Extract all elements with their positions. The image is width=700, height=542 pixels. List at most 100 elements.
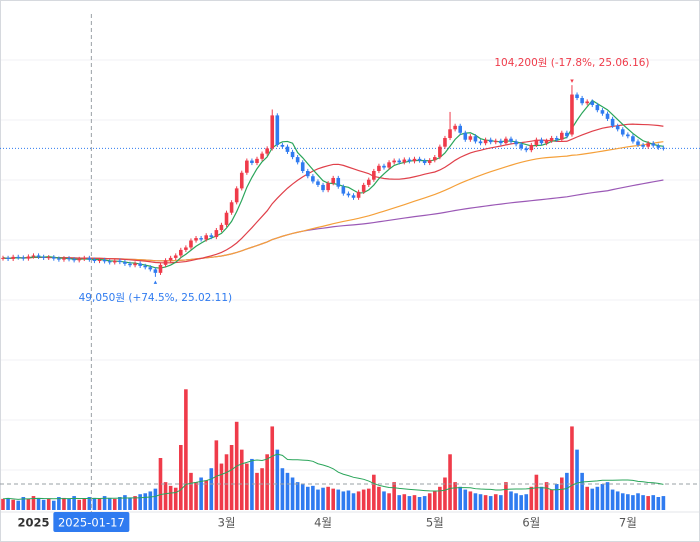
candle-body	[290, 151, 295, 158]
volume-bar	[214, 440, 219, 510]
candle-body	[321, 184, 325, 191]
volume-bar	[265, 454, 269, 510]
candle-body	[82, 257, 87, 259]
candle-body	[224, 212, 229, 225]
volume-bar	[336, 489, 341, 510]
volume-bar	[168, 485, 173, 510]
volume-bar	[575, 449, 579, 510]
candle-body	[448, 129, 452, 138]
candle-body	[102, 259, 107, 262]
volume-bar	[504, 482, 508, 510]
volume-bar	[585, 486, 589, 510]
volume-bar	[514, 493, 518, 510]
candle-body	[483, 139, 488, 144]
volume-bar	[52, 500, 56, 510]
volume-bar	[239, 449, 244, 510]
candle-body	[219, 224, 224, 231]
volume-bar	[565, 472, 569, 510]
candle-body	[52, 257, 56, 259]
candle-body	[16, 256, 21, 258]
volume-bar	[245, 463, 249, 510]
volume-bar	[580, 472, 584, 510]
volume-bar	[148, 491, 153, 510]
candle-body	[605, 113, 610, 119]
volume-bar	[270, 426, 275, 510]
crosshair-label-bg	[53, 512, 130, 532]
candle-body	[67, 258, 71, 260]
volume-bar	[433, 491, 437, 510]
volume-bar	[483, 495, 488, 510]
candle-body	[214, 230, 219, 238]
candle-body	[438, 146, 442, 158]
high-marker: ▾	[570, 77, 574, 85]
volume-bar	[590, 488, 595, 510]
candle-body	[377, 165, 381, 172]
volume-bar	[194, 482, 198, 510]
candle-body	[112, 260, 117, 263]
candle-body	[366, 179, 371, 185]
volume-bar	[438, 486, 442, 510]
high-annotation: 104,200원 (-17.8%, 25.06.16)	[494, 57, 649, 69]
volume-bar	[448, 454, 452, 510]
candle-body	[549, 137, 554, 141]
candle-body	[57, 258, 61, 260]
candle-body	[148, 267, 153, 270]
candle-body	[402, 159, 407, 163]
candle-body	[514, 141, 518, 145]
moving-average	[2, 123, 664, 264]
volume-bar	[636, 493, 640, 510]
candle-body	[656, 145, 661, 148]
candle-body	[128, 263, 132, 266]
volume-bar	[189, 472, 193, 510]
candle-body	[199, 238, 203, 240]
volume-bar	[605, 482, 610, 510]
candle-body	[554, 137, 559, 140]
volume-bar	[107, 497, 112, 510]
volume-bar	[600, 484, 605, 510]
volume-bar	[179, 445, 183, 510]
candle-body	[194, 238, 198, 241]
volume-bar	[402, 494, 407, 510]
volume-moving-average	[2, 453, 664, 500]
candle-body	[26, 256, 31, 259]
volume-bar	[372, 474, 376, 510]
candle-body	[87, 257, 92, 260]
candle-body	[539, 139, 544, 144]
candle-body	[158, 264, 163, 273]
candle-body	[565, 132, 569, 137]
candle-body	[356, 191, 361, 198]
candle-body	[245, 160, 249, 173]
candle-body	[382, 165, 386, 168]
candle-body	[331, 177, 335, 184]
volume-bar	[493, 494, 498, 510]
candle-body	[570, 94, 574, 135]
candle-body	[575, 94, 579, 99]
volume-bar	[646, 496, 650, 510]
volume-bar	[443, 477, 447, 510]
candle-body	[499, 140, 503, 144]
candle-body	[560, 132, 564, 140]
volume-bar	[316, 489, 320, 510]
volume-bar	[615, 491, 620, 510]
volume-bar	[11, 499, 15, 510]
candle-body	[468, 136, 473, 140]
candle-body	[620, 129, 625, 135]
x-tick-label: 5월	[426, 516, 444, 530]
volume-bar	[326, 486, 330, 510]
candle-body	[21, 257, 26, 259]
volume-bar	[173, 487, 178, 510]
volume-bar	[92, 497, 97, 510]
candle-body	[36, 255, 41, 257]
candle-body	[77, 258, 81, 261]
candle-body	[326, 183, 330, 191]
candle-body	[260, 153, 264, 159]
candle-body	[265, 148, 269, 154]
candle-body	[412, 158, 417, 162]
x-tick-label: 6월	[522, 516, 540, 530]
candle-body	[163, 260, 168, 265]
candle-body	[316, 181, 320, 185]
candle-body	[341, 186, 346, 194]
volume-bar	[422, 496, 427, 510]
volume-bar	[290, 477, 295, 510]
